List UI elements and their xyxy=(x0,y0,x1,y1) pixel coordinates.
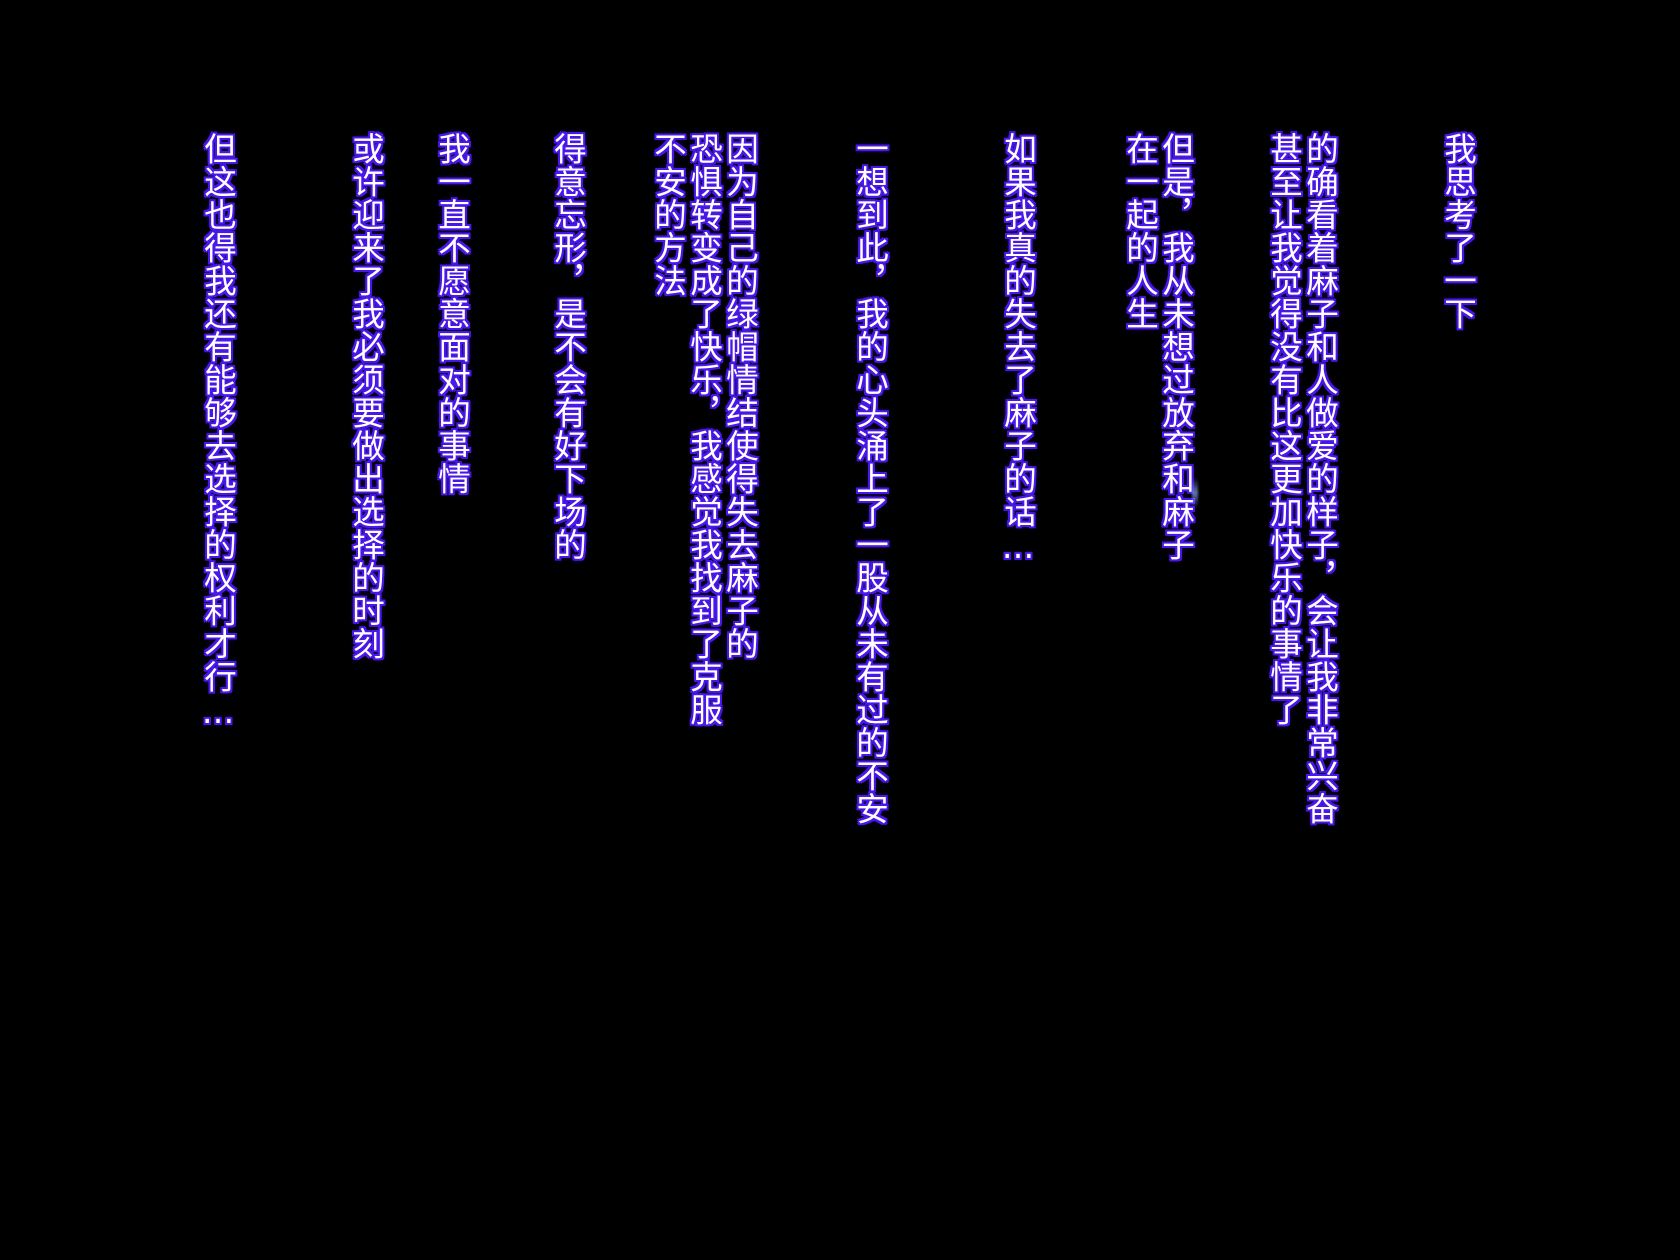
text-column-2: 的确看着麻子和人做爱的样子，会让我非常兴奋 xyxy=(1301,132,1339,825)
text-column-10: 不安的方法 xyxy=(649,132,687,297)
text-column-11: 得意忘形，是不会有好下场的 xyxy=(549,132,587,561)
text-column-8: 因为自己的绿帽情结使得失去麻子的 xyxy=(721,132,759,660)
text-column-5: 在一起的人生 xyxy=(1121,132,1159,330)
text-column-7: 一想到此，我的心头涌上了一股从未有过的不安 xyxy=(851,132,889,825)
text-column-9: 恐惧转变成了快乐，我感觉我找到了克服 xyxy=(685,132,723,726)
text-column-6: 如果我真的失去了麻子的话… xyxy=(999,132,1037,567)
text-column-12: 我一直不愿意面对的事情 xyxy=(433,132,471,495)
text-column-3: 甚至让我觉得没有比这更加快乐的事情了 xyxy=(1265,132,1303,726)
text-column-1: 我思考了一下 xyxy=(1439,132,1477,330)
text-column-13: 或许迎来了我必须要做出选择的时刻 xyxy=(347,132,385,660)
text-cursor-sparkle-icon xyxy=(1192,478,1198,508)
text-column-4: 但是，我从未想过放弃和麻子 xyxy=(1157,132,1195,561)
text-column-14: 但这也得我还有能够去选择的权利才行… xyxy=(199,132,237,732)
